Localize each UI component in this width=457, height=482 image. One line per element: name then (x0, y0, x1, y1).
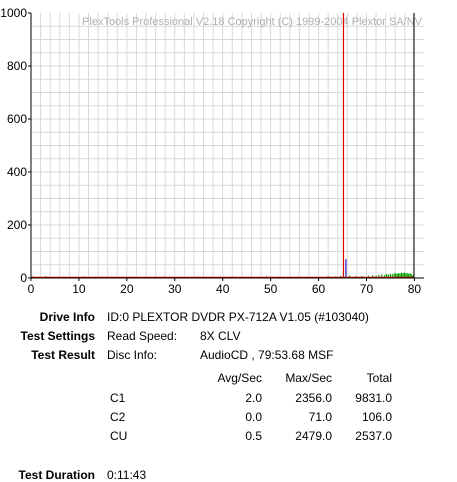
row-cu-total: 2537.0 (355, 429, 392, 443)
x-tick-label: 70 (360, 282, 374, 296)
row-c1-max: 2356.0 (295, 391, 332, 405)
row-cu-name: CU (110, 429, 128, 443)
x-tick-label: 0 (28, 282, 35, 296)
y-tick-label: 1000 (0, 6, 27, 20)
y-tick-label: 600 (7, 112, 27, 126)
x-tick-label: 10 (72, 282, 86, 296)
row-c2-max: 71.0 (308, 410, 332, 424)
y-tick-label: 0 (20, 271, 27, 285)
x-tick-label: 20 (120, 282, 134, 296)
read-speed-value: 8X CLV (200, 329, 241, 343)
row-c2-total: 106.0 (361, 410, 392, 424)
y-tick-label: 400 (7, 165, 27, 179)
x-tick-label: 80 (408, 282, 422, 296)
row-c2-name: C2 (110, 410, 126, 424)
disc-info-label: Disc Info: (107, 348, 158, 362)
disc-info-value: AudioCD , 79:53.68 MSF (200, 348, 334, 362)
y-tick-label: 800 (7, 59, 27, 73)
x-tick-label: 50 (264, 282, 278, 296)
x-tick-label: 40 (216, 282, 230, 296)
read-speed-label: Read Speed: (107, 329, 178, 343)
test-settings-label: Test Settings (20, 329, 95, 343)
error-rate-chart: PlexTools Professional V2.18 Copyright (… (0, 6, 424, 296)
x-tick-label: 60 (312, 282, 326, 296)
x-tick-label: 30 (168, 282, 182, 296)
header-total: Total (366, 371, 392, 385)
test-result-label: Test Result (31, 348, 95, 362)
copyright-watermark: PlexTools Professional V2.18 Copyright (… (82, 16, 423, 28)
header-max: Max/Sec (285, 371, 332, 385)
row-c2-avg: 0.0 (245, 410, 262, 424)
drive-info-label: Drive Info (39, 310, 95, 324)
y-tick-label: 200 (7, 218, 27, 232)
test-duration-label: Test Duration (18, 468, 95, 482)
row-c1-name: C1 (110, 391, 126, 405)
row-c1-avg: 2.0 (245, 391, 262, 405)
header-avg: Avg/Sec (217, 371, 262, 385)
row-cu-max: 2479.0 (295, 429, 332, 443)
row-c1-total: 9831.0 (355, 391, 392, 405)
row-cu-avg: 0.5 (245, 429, 262, 443)
test-duration-value: 0:11:43 (107, 468, 147, 482)
drive-info-value: ID:0 PLEXTOR DVDR PX-712A V1.05 (#103040… (107, 310, 369, 324)
